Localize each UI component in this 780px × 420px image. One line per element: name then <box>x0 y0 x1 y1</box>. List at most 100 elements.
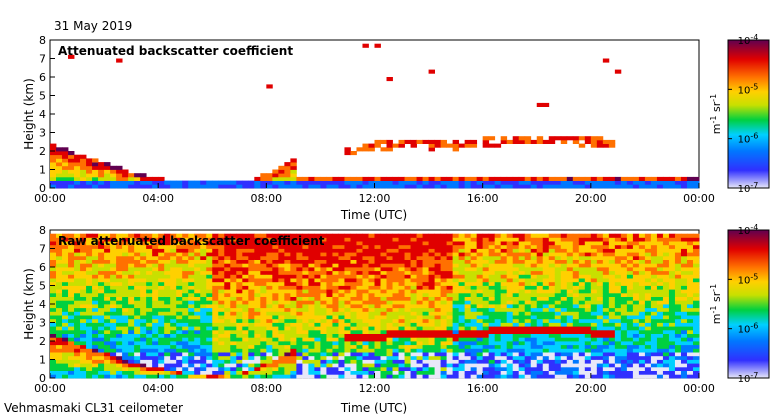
backscatter-cell <box>260 278 267 283</box>
x-tick-label: 04:00 <box>142 382 174 395</box>
backscatter-cell <box>308 255 315 260</box>
backscatter-cell <box>86 237 93 242</box>
backscatter-cell <box>476 289 484 294</box>
backscatter-cell <box>308 270 315 275</box>
backscatter-cell <box>566 244 574 249</box>
instrument-label: Vehmasmaki CL31 ceilometer <box>4 401 183 415</box>
backscatter-cell <box>290 337 297 342</box>
backscatter-cell <box>356 180 363 185</box>
backscatter-cell <box>242 315 249 320</box>
backscatter-cell <box>602 244 610 249</box>
backscatter-cell <box>590 259 598 264</box>
backscatter-cell <box>662 248 670 253</box>
backscatter-cell <box>236 289 243 294</box>
backscatter-cell <box>668 315 676 320</box>
backscatter-cell <box>674 176 682 181</box>
backscatter-cell <box>236 341 243 346</box>
backscatter-cell <box>518 374 526 379</box>
backscatter-cell <box>680 296 688 301</box>
backscatter-cell <box>104 274 111 279</box>
backscatter-cell <box>614 341 622 346</box>
backscatter-cell <box>164 289 171 294</box>
backscatter-cell <box>608 180 616 185</box>
backscatter-cell <box>320 281 327 286</box>
backscatter-cell <box>218 344 225 349</box>
backscatter-cell <box>614 352 622 357</box>
backscatter-cell <box>158 311 165 316</box>
backscatter-cell <box>326 281 333 286</box>
backscatter-cell <box>392 289 399 294</box>
backscatter-cell <box>506 307 514 312</box>
backscatter-cell <box>422 337 429 342</box>
backscatter-cell <box>584 344 592 349</box>
backscatter-cell <box>404 304 411 309</box>
backscatter-cell <box>434 333 441 338</box>
backscatter-cell <box>470 176 478 181</box>
backscatter-cell <box>380 352 387 357</box>
backscatter-cell <box>236 244 243 249</box>
backscatter-cell <box>386 352 393 357</box>
backscatter-cell <box>104 233 111 238</box>
backscatter-cell <box>230 241 237 246</box>
backscatter-cell <box>278 278 285 283</box>
backscatter-cell <box>314 259 321 264</box>
backscatter-cell <box>452 374 460 379</box>
backscatter-cell <box>554 344 562 349</box>
backscatter-cell <box>344 237 351 242</box>
backscatter-cell <box>50 348 57 353</box>
backscatter-cell <box>188 180 195 185</box>
backscatter-cell <box>536 337 544 342</box>
backscatter-cell <box>632 348 640 353</box>
backscatter-cell <box>500 184 508 189</box>
backscatter-cell <box>224 244 231 249</box>
backscatter-cell <box>428 344 435 349</box>
backscatter-cell <box>176 255 183 260</box>
backscatter-cell <box>146 281 153 286</box>
backscatter-cell <box>80 173 87 178</box>
backscatter-cell <box>374 300 381 305</box>
backscatter-cell <box>212 366 219 371</box>
backscatter-cell <box>350 337 357 342</box>
backscatter-cell <box>626 255 634 260</box>
backscatter-cell <box>644 315 652 320</box>
backscatter-cell <box>110 237 117 242</box>
backscatter-cell <box>338 292 345 297</box>
backscatter-cell <box>110 274 117 279</box>
backscatter-cell <box>386 281 393 286</box>
backscatter-cell <box>68 366 75 371</box>
backscatter-cell <box>176 296 183 301</box>
backscatter-cell <box>518 244 526 249</box>
backscatter-cell <box>548 259 556 264</box>
backscatter-cell <box>446 270 454 275</box>
backscatter-cell <box>260 326 267 331</box>
backscatter-cell <box>170 344 177 349</box>
backscatter-cell <box>608 139 616 144</box>
backscatter-cell <box>296 307 303 312</box>
backscatter-cell <box>116 322 123 327</box>
backscatter-cell <box>380 180 387 185</box>
backscatter-cell <box>50 278 57 283</box>
backscatter-cell <box>80 311 87 316</box>
backscatter-cell <box>674 333 682 338</box>
backscatter-cell <box>92 176 99 181</box>
backscatter-cell <box>560 139 568 144</box>
backscatter-cell <box>206 255 213 260</box>
backscatter-cell <box>110 322 117 327</box>
backscatter-cell <box>116 180 123 185</box>
backscatter-cell <box>416 352 423 357</box>
backscatter-cell <box>398 296 405 301</box>
backscatter-cell <box>356 344 363 349</box>
backscatter-cell <box>590 370 598 375</box>
backscatter-cell <box>308 333 315 338</box>
backscatter-cell <box>344 270 351 275</box>
backscatter-cell <box>680 341 688 346</box>
backscatter-cell <box>326 366 333 371</box>
backscatter-cell <box>356 352 363 357</box>
backscatter-cell <box>122 374 129 379</box>
backscatter-cell <box>74 355 81 360</box>
backscatter-cell <box>152 274 159 279</box>
backscatter-cell <box>518 296 526 301</box>
backscatter-cell <box>338 233 345 238</box>
backscatter-cell <box>74 154 81 159</box>
backscatter-cell <box>92 248 99 253</box>
